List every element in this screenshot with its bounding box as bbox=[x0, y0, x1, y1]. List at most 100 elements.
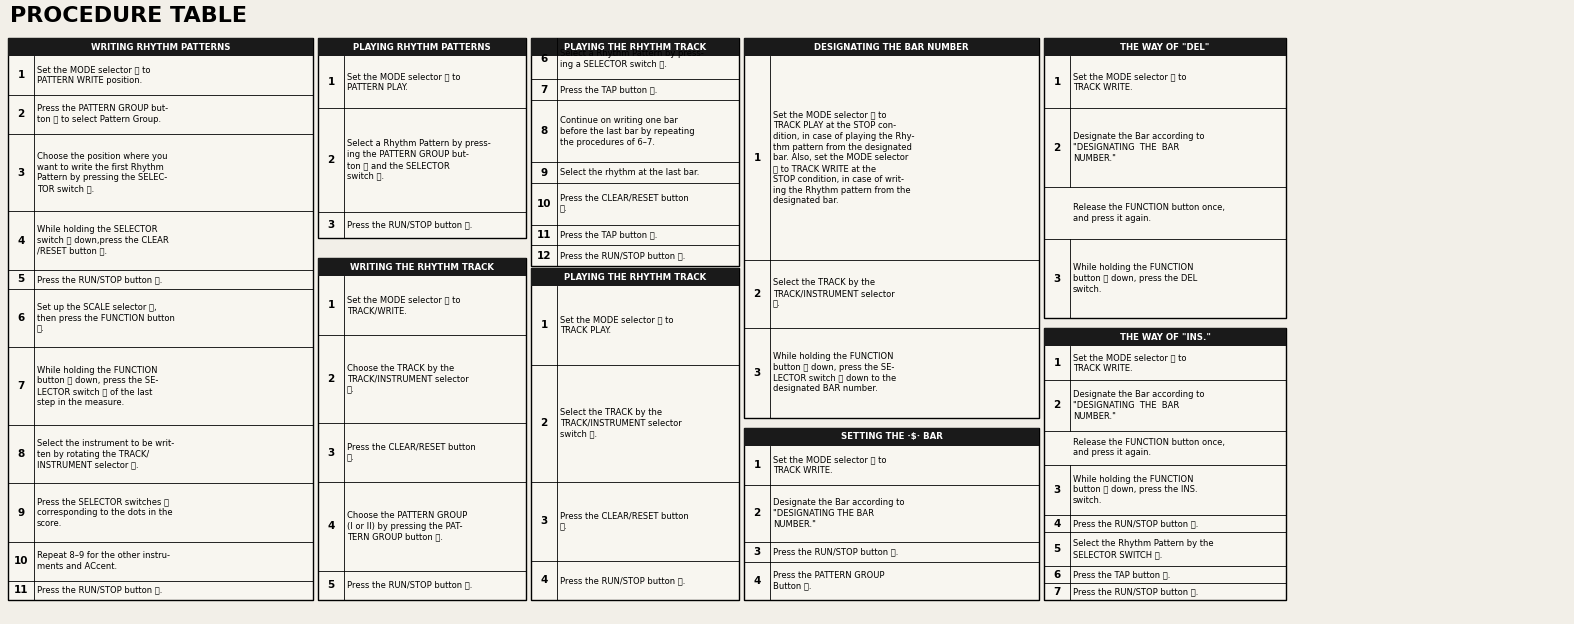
Text: Select the TRACK by the
TRACK/INSTRUMENT selector
switch Ⓒ.: Select the TRACK by the TRACK/INSTRUMENT… bbox=[560, 408, 682, 439]
Text: THE WAY OF "INS.": THE WAY OF "INS." bbox=[1119, 333, 1210, 341]
Bar bbox=[1044, 38, 1286, 56]
Text: Set up the SCALE selector ⓘ,
then press the FUNCTION button
ⓙ.: Set up the SCALE selector ⓘ, then press … bbox=[38, 303, 175, 334]
Text: 3: 3 bbox=[1053, 274, 1061, 284]
Text: 4: 4 bbox=[327, 522, 335, 532]
Text: 5: 5 bbox=[17, 275, 25, 285]
Text: Press the RUN/STOP button ⓗ.: Press the RUN/STOP button ⓗ. bbox=[773, 547, 899, 557]
Text: 6: 6 bbox=[1053, 570, 1061, 580]
Text: 1: 1 bbox=[17, 71, 25, 80]
Text: 5: 5 bbox=[327, 580, 335, 590]
Bar bbox=[1044, 328, 1286, 600]
Text: WRITING RHYTHM PATTERNS: WRITING RHYTHM PATTERNS bbox=[91, 42, 230, 52]
Text: While holding the FUNCTION
button ⓙ down, press the SE-
LECTOR switch Ⓚ of the l: While holding the FUNCTION button ⓙ down… bbox=[38, 366, 159, 407]
Text: Release the FUNCTION button once,
and press it again.: Release the FUNCTION button once, and pr… bbox=[1073, 437, 1225, 457]
Text: Press the RUN/STOP button ⓗ.: Press the RUN/STOP button ⓗ. bbox=[1073, 519, 1198, 529]
Text: While holding the FUNCTION
button ⓙ down, press the SE-
LECTOR switch Ⓚ down to : While holding the FUNCTION button ⓙ down… bbox=[773, 352, 896, 393]
Text: Press the RUN/STOP button ⓗ.: Press the RUN/STOP button ⓗ. bbox=[560, 576, 685, 585]
Text: Choose the position where you
want to write the first Rhythm
Pattern by pressing: Choose the position where you want to wr… bbox=[38, 152, 167, 193]
Text: 4: 4 bbox=[754, 576, 760, 586]
Text: 2: 2 bbox=[1053, 143, 1061, 153]
Text: 1: 1 bbox=[327, 300, 335, 311]
Text: Press the RUN/STOP button ⓗ.: Press the RUN/STOP button ⓗ. bbox=[346, 581, 472, 590]
Text: Press the CLEAR/RESET button
Ⓕ.: Press the CLEAR/RESET button Ⓕ. bbox=[560, 512, 689, 532]
Text: 3: 3 bbox=[754, 368, 760, 378]
Text: 9: 9 bbox=[540, 168, 548, 178]
Text: PLAYING THE RHYTHM TRACK: PLAYING THE RHYTHM TRACK bbox=[563, 273, 707, 281]
Text: Press the RUN/STOP button ⓗ.: Press the RUN/STOP button ⓗ. bbox=[560, 251, 685, 260]
Text: 4: 4 bbox=[540, 575, 548, 585]
Bar bbox=[745, 38, 1039, 56]
Text: Set the MODE selector Ⓑ to
TRACK/WRITE.: Set the MODE selector Ⓑ to TRACK/WRITE. bbox=[346, 296, 461, 315]
Bar bbox=[745, 428, 1039, 600]
Text: 7: 7 bbox=[540, 85, 548, 95]
Text: 3: 3 bbox=[1053, 485, 1061, 495]
Text: 2: 2 bbox=[327, 374, 335, 384]
Text: 10: 10 bbox=[14, 556, 28, 566]
Text: Press the TAP button ⓜ.: Press the TAP button ⓜ. bbox=[560, 85, 658, 94]
Text: Press the RUN/STOP button ⓗ.: Press the RUN/STOP button ⓗ. bbox=[346, 220, 472, 230]
Text: 2: 2 bbox=[327, 155, 335, 165]
Text: Press the RUN/STOP button ⓗ.: Press the RUN/STOP button ⓗ. bbox=[38, 586, 162, 595]
Text: 9: 9 bbox=[17, 507, 25, 517]
Text: Set the MODE selector Ⓑ to
TRACK PLAY.: Set the MODE selector Ⓑ to TRACK PLAY. bbox=[560, 315, 674, 335]
Text: While holding the FUNCTION
button ⓙ down, press the INS.
switch.: While holding the FUNCTION button ⓙ down… bbox=[1073, 475, 1198, 505]
Text: Press the PATTERN GROUP
Button ⓝ.: Press the PATTERN GROUP Button ⓝ. bbox=[773, 571, 885, 591]
Text: Press the CLEAR/RESET button
Ⓕ.: Press the CLEAR/RESET button Ⓕ. bbox=[560, 194, 689, 213]
Text: 2: 2 bbox=[754, 509, 760, 519]
Text: Choose the PATTERN GROUP
(I or II) by pressing the PAT-
TERN GROUP button ⓝ.: Choose the PATTERN GROUP (I or II) by pr… bbox=[346, 511, 467, 542]
Text: Repeat 8–9 for the other instru-
ments and ACcent.: Repeat 8–9 for the other instru- ments a… bbox=[38, 551, 170, 571]
Text: SETTING THE ·$· BAR: SETTING THE ·$· BAR bbox=[841, 432, 943, 442]
Text: 4: 4 bbox=[1053, 519, 1061, 529]
Text: Release the FUNCTION button once,
and press it again.: Release the FUNCTION button once, and pr… bbox=[1073, 203, 1225, 223]
Text: Select the instrument to be writ-
ten by rotating the TRACK/
INSTRUMENT selector: Select the instrument to be writ- ten by… bbox=[38, 439, 175, 469]
Text: 1: 1 bbox=[1053, 77, 1061, 87]
Text: DESIGNATING THE BAR NUMBER: DESIGNATING THE BAR NUMBER bbox=[814, 42, 970, 52]
Text: 6: 6 bbox=[17, 313, 25, 323]
Text: 3: 3 bbox=[17, 168, 25, 178]
Text: Set the MODE selector Ⓑ to
TRACK WRITE.: Set the MODE selector Ⓑ to TRACK WRITE. bbox=[1073, 353, 1187, 373]
Text: 11: 11 bbox=[14, 585, 28, 595]
Text: 6: 6 bbox=[540, 54, 548, 64]
Text: Select a Rhythm Pattern by press-
ing the PATTERN GROUP but-
ton ⓝ and the SELEC: Select a Rhythm Pattern by press- ing th… bbox=[346, 139, 491, 180]
Text: Press the RUN/STOP button ⓗ.: Press the RUN/STOP button ⓗ. bbox=[38, 275, 162, 284]
Text: 8: 8 bbox=[540, 126, 548, 136]
Text: 7: 7 bbox=[1053, 587, 1061, 597]
Text: Set the MODE selector Ⓑ to
PATTERN WRITE position.: Set the MODE selector Ⓑ to PATTERN WRITE… bbox=[38, 66, 151, 85]
Text: 4: 4 bbox=[17, 236, 25, 246]
Bar bbox=[530, 268, 740, 600]
Text: 2: 2 bbox=[754, 288, 760, 298]
Bar bbox=[8, 38, 313, 600]
Text: Select a Rhythm Pattern by press-
ing a SELECTOR switch Ⓚ.: Select a Rhythm Pattern by press- ing a … bbox=[560, 49, 704, 69]
Text: Set the MODE selector Ⓑ to
TRACK PLAY at the STOP con-
dition, in case of playin: Set the MODE selector Ⓑ to TRACK PLAY at… bbox=[773, 110, 914, 205]
Text: 3: 3 bbox=[540, 517, 548, 527]
Text: Set the MODE selector Ⓑ to
TRACK WRITE.: Set the MODE selector Ⓑ to TRACK WRITE. bbox=[1073, 72, 1187, 92]
Text: Select the TRACK by the
TRACK/INSTRUMENT selector
Ⓒ.: Select the TRACK by the TRACK/INSTRUMENT… bbox=[773, 278, 894, 309]
Bar bbox=[318, 258, 526, 600]
Text: 1: 1 bbox=[540, 320, 548, 330]
Text: 2: 2 bbox=[540, 418, 548, 428]
Text: 12: 12 bbox=[537, 251, 551, 261]
Text: 7: 7 bbox=[17, 381, 25, 391]
Text: 10: 10 bbox=[537, 199, 551, 209]
Text: Choose the TRACK by the
TRACK/INSTRUMENT selector
Ⓒ.: Choose the TRACK by the TRACK/INSTRUMENT… bbox=[346, 364, 469, 394]
Text: 1: 1 bbox=[754, 461, 760, 470]
Text: While holding the FUNCTION
button ⓙ down, press the DEL
switch.: While holding the FUNCTION button ⓙ down… bbox=[1073, 263, 1198, 294]
Text: 1: 1 bbox=[754, 153, 760, 163]
Bar bbox=[530, 38, 740, 266]
Text: 3: 3 bbox=[327, 220, 335, 230]
Text: 3: 3 bbox=[754, 547, 760, 557]
Text: While holding the SELECTOR
switch Ⓚ down,press the CLEAR
/RESET button Ⓕ.: While holding the SELECTOR switch Ⓚ down… bbox=[38, 225, 168, 256]
Text: Select the Rhythm Pattern by the
SELECTOR SWITCH Ⓚ.: Select the Rhythm Pattern by the SELECTO… bbox=[1073, 539, 1214, 559]
Text: WRITING THE RHYTHM TRACK: WRITING THE RHYTHM TRACK bbox=[349, 263, 494, 271]
Text: 1: 1 bbox=[1053, 358, 1061, 368]
Bar bbox=[530, 38, 740, 56]
Text: Press the SELECTOR switches Ⓚ
corresponding to the dots in the
score.: Press the SELECTOR switches Ⓚ correspond… bbox=[38, 497, 173, 528]
Text: Set the MODE selector Ⓑ to
TRACK WRITE.: Set the MODE selector Ⓑ to TRACK WRITE. bbox=[773, 456, 886, 475]
Bar bbox=[1044, 328, 1286, 346]
Text: 11: 11 bbox=[537, 230, 551, 240]
Text: Continue on writing one bar
before the last bar by repeating
the procedures of 6: Continue on writing one bar before the l… bbox=[560, 116, 694, 147]
Text: Press the RUN/STOP button ⓗ.: Press the RUN/STOP button ⓗ. bbox=[1073, 587, 1198, 596]
Bar bbox=[318, 38, 526, 56]
Text: Designate the Bar according to
"DESIGNATING  THE  BAR
NUMBER.": Designate the Bar according to "DESIGNAT… bbox=[1073, 390, 1204, 421]
Text: Designate the Bar according to
"DESIGNATING THE BAR
NUMBER.": Designate the Bar according to "DESIGNAT… bbox=[773, 498, 905, 529]
